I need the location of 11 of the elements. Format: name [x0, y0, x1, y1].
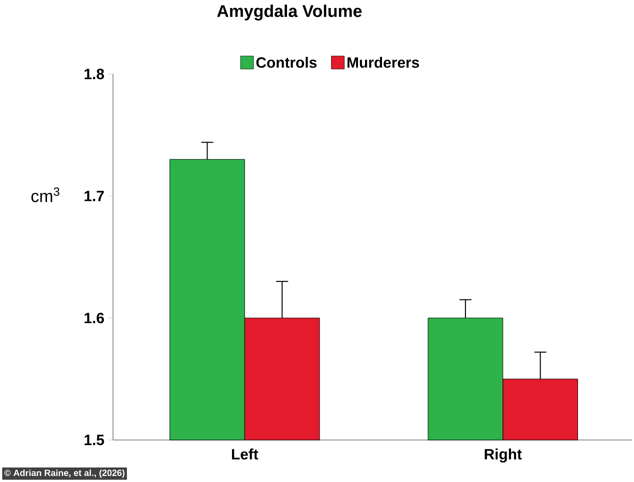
legend-label: Controls [256, 56, 317, 68]
x-tick-label: Right [484, 448, 522, 463]
legend-label: Murderers [348, 56, 419, 68]
text: © Adrian Raine, et al., (2026) [4, 469, 124, 478]
y-tick-label: 1.7 [84, 190, 104, 202]
y-tick-label: 1.5 [84, 434, 104, 446]
y-tick-label: 1.8 [84, 68, 104, 80]
chart-title: Amygdala Volume [217, 4, 362, 21]
x-tick-label: Left [232, 448, 258, 460]
y-axis-title: cm$^{3}$ [31, 187, 60, 202]
y-tick-label: 1.6 [84, 312, 104, 324]
